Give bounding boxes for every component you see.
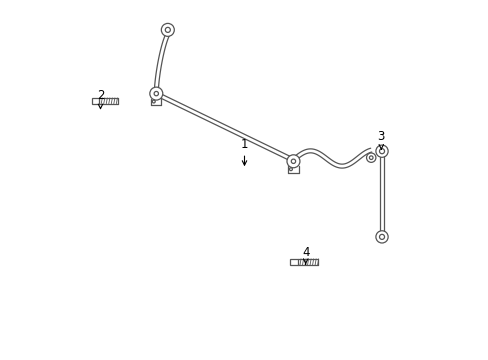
Circle shape <box>375 231 387 243</box>
Text: 3: 3 <box>377 130 384 149</box>
Circle shape <box>286 155 299 168</box>
Circle shape <box>375 145 387 157</box>
Circle shape <box>366 153 375 162</box>
Circle shape <box>154 91 158 96</box>
Circle shape <box>152 100 155 103</box>
Text: 1: 1 <box>240 138 248 165</box>
Circle shape <box>289 168 292 171</box>
Circle shape <box>161 23 174 36</box>
Circle shape <box>379 234 384 239</box>
Circle shape <box>379 149 384 154</box>
Circle shape <box>368 156 372 159</box>
Circle shape <box>149 87 163 100</box>
Circle shape <box>165 27 170 32</box>
Bar <box>91 98 99 104</box>
Bar <box>289 259 298 265</box>
Circle shape <box>291 159 295 163</box>
Text: 2: 2 <box>97 89 104 109</box>
Text: 4: 4 <box>301 246 309 264</box>
